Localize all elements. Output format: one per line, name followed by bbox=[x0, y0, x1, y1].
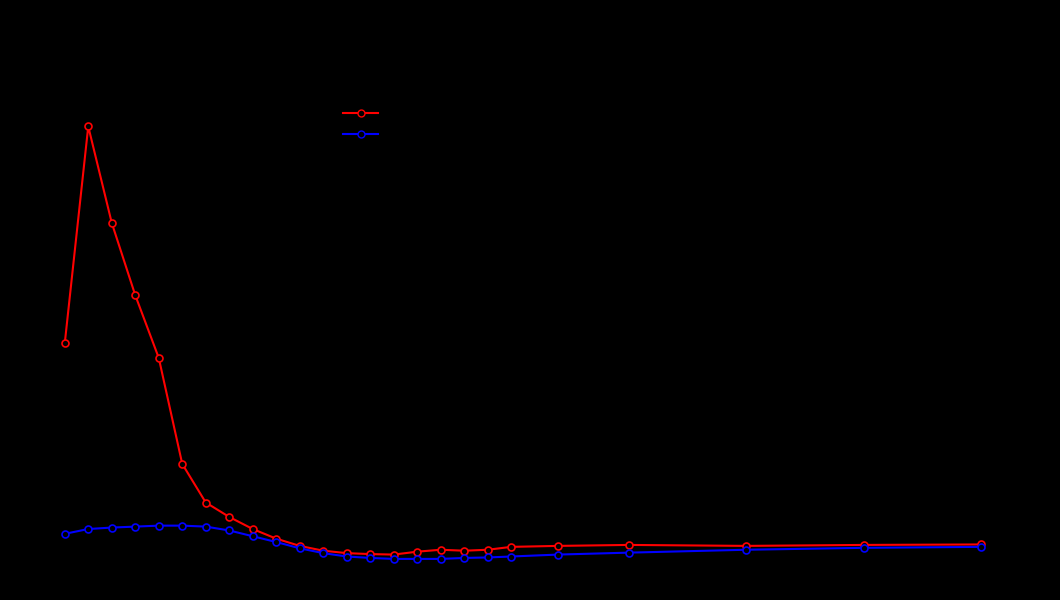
Legend: , : , bbox=[338, 102, 394, 148]
